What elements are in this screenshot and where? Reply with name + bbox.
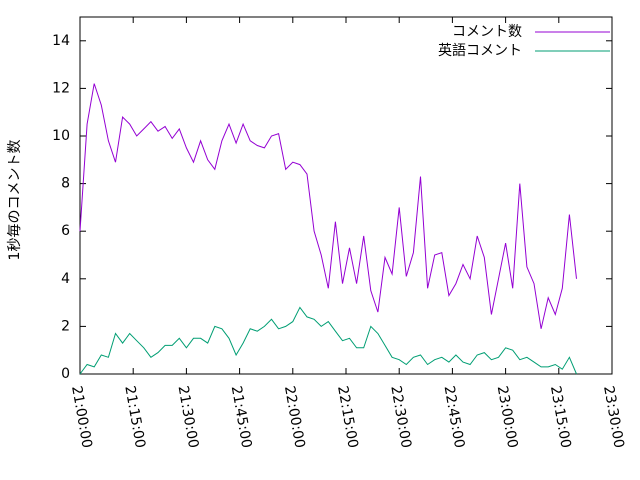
x-tick-label: 21:30:00 (175, 385, 202, 450)
legend-label: 英語コメント (438, 42, 522, 59)
plot-frame (79, 16, 613, 375)
x-tick-label: 23:30:00 (600, 385, 627, 450)
x-tick-label: 22:00:00 (281, 385, 308, 450)
y-tick-label: 0 (61, 366, 70, 382)
x-tick-label: 23:15:00 (547, 385, 574, 450)
x-tick-label: 22:45:00 (441, 385, 468, 450)
y-tick-label: 2 (61, 318, 70, 334)
x-tick-label: 21:00:00 (68, 385, 95, 450)
x-tick-label: 21:45:00 (228, 385, 255, 450)
y-tick-label: 14 (52, 33, 70, 49)
x-tick-label: 21:15:00 (121, 385, 148, 450)
x-tick-label: 22:15:00 (334, 385, 361, 450)
y-tick-label: 6 (61, 223, 70, 239)
data-line (79, 306, 577, 375)
legend-label: コメント数 (452, 24, 522, 40)
x-tick-label: 22:30:00 (387, 385, 414, 450)
y-axis-label: 1秒毎のコメント数 (7, 140, 23, 261)
data-line (79, 83, 577, 329)
x-tick-label: 23:00:00 (494, 385, 521, 450)
y-tick-label: 4 (61, 271, 70, 287)
y-tick-label: 8 (61, 176, 70, 192)
y-tick-label: 12 (52, 80, 70, 96)
y-tick-label: 10 (52, 128, 70, 144)
